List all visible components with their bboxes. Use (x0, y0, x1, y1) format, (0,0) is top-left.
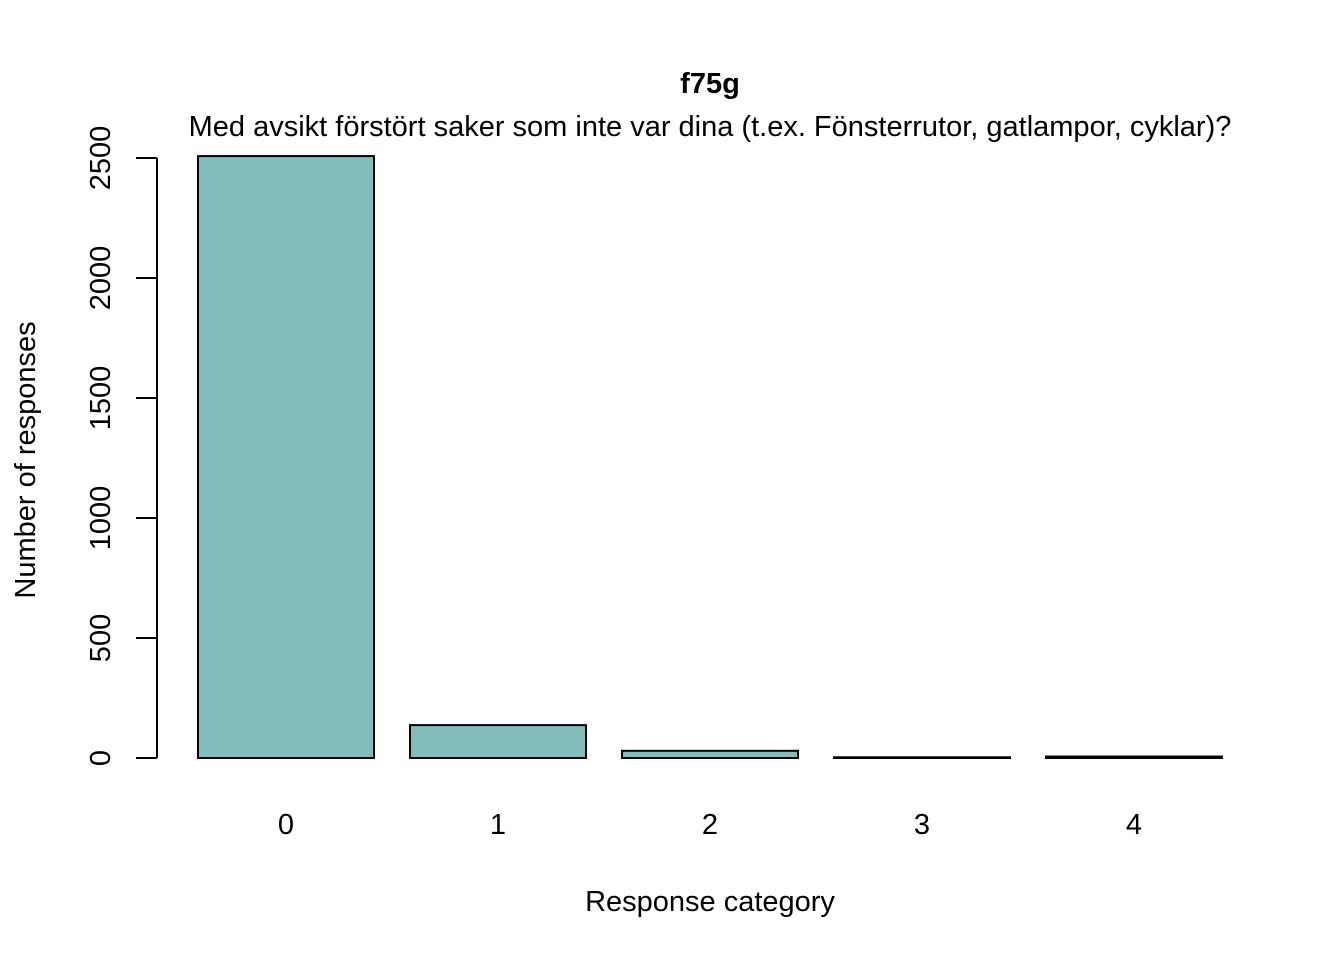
bars-group (197, 155, 1223, 760)
chart-title: f75g (680, 68, 740, 100)
y-tick-label: 2000 (85, 246, 117, 311)
x-tick-label: 0 (278, 809, 294, 841)
y-tick-label: 1500 (85, 366, 117, 431)
y-tick-label: 500 (85, 614, 117, 662)
x-axis-label: Response category (585, 886, 835, 918)
bar-0 (197, 155, 375, 759)
bar-2 (621, 749, 799, 759)
bar-1 (409, 724, 587, 759)
x-tick-label: 4 (1126, 809, 1142, 841)
bar-3 (833, 756, 1011, 760)
x-tick-label: 2 (702, 809, 718, 841)
y-tick-label: 0 (85, 750, 117, 766)
x-tick-label: 1 (490, 809, 506, 841)
y-tick-label: 2500 (85, 126, 117, 191)
x-axis-ticks: 0 1 2 3 4 (278, 809, 1142, 841)
bar-4 (1045, 755, 1223, 759)
y-axis-label: Number of responses (10, 321, 42, 598)
y-axis-ticks: 0 500 1000 1500 2000 2500 (85, 126, 157, 766)
x-tick-label: 3 (914, 809, 930, 841)
chart-subtitle: Med avsikt förstört saker som inte var d… (189, 111, 1232, 143)
y-tick-label: 1000 (85, 486, 117, 551)
